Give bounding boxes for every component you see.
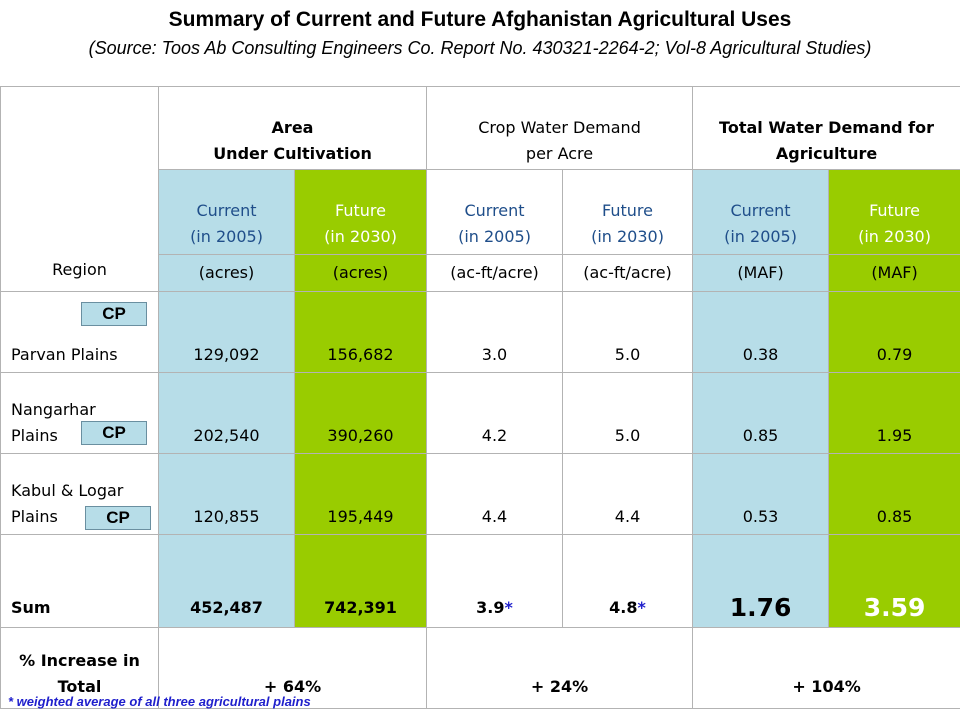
area-current-cell: 202,540 [158, 372, 295, 454]
total-current-header: Current (in 2005) [692, 169, 830, 255]
area-future-cell: 156,682 [293, 291, 428, 373]
cp-badge: CP [81, 302, 147, 326]
crop-current-cell: 3.0 [426, 291, 564, 373]
future-line2: (in 2030) [858, 227, 931, 246]
unit-acres: (acres) [293, 254, 428, 292]
sum-crop-future-cell: 4.8* [562, 534, 694, 628]
table-row: Nangarhar Plains CP 202,540 390,260 4.2 … [0, 372, 960, 454]
increase-crop: + 24% [426, 627, 694, 709]
area-current-header: Current (in 2005) [158, 169, 295, 255]
agriculture-summary-table: Region Area Under Cultivation Crop Water… [0, 86, 960, 709]
crop-future-cell: 4.4 [562, 453, 694, 535]
region-cell: CP Parvan Plains [0, 291, 159, 373]
increase-row: % Increase in Total + 64% + 24% + 104% [0, 627, 960, 709]
crop-current-header: Current (in 2005) [426, 169, 564, 255]
crop-header-line1: Crop Water Demand [478, 118, 641, 137]
crop-future-cell: 5.0 [562, 372, 694, 454]
current-line2: (in 2005) [190, 227, 263, 246]
total-current-cell: 0.38 [692, 291, 830, 373]
sum-row: Sum 452,487 742,391 3.9* 4.8* 1.76 3.59 [0, 534, 960, 628]
table-row: Kabul & Logar Plains CP 120,855 195,449 … [0, 453, 960, 535]
asterisk-mark: * [637, 598, 646, 617]
total-current-cell: 0.53 [692, 453, 830, 535]
area-header-line2: Under Cultivation [213, 144, 372, 163]
current-line2: (in 2005) [458, 227, 531, 246]
cp-badge: CP [81, 421, 147, 445]
sum-label: Sum [0, 534, 159, 628]
page-title: Summary of Current and Future Afghanista… [168, 8, 792, 31]
crop-current-cell: 4.4 [426, 453, 564, 535]
future-line1: Future [335, 201, 386, 220]
increase-label: % Increase in Total [0, 627, 159, 709]
page-subtitle: (Source: Toos Ab Consulting Engineers Co… [88, 38, 872, 58]
unit-acft: (ac-ft/acre) [426, 254, 564, 292]
sum-crop-current: 3.9 [476, 598, 505, 617]
header-row-groups: Region Area Under Cultivation Crop Water… [0, 86, 960, 292]
header-row-units: (acres) (acres) (ac-ft/acre) (ac-ft/acre… [1, 254, 960, 292]
increase-area: + 64% [157, 627, 428, 709]
sum-area-future: 742,391 [293, 534, 428, 628]
future-line1: Future [602, 201, 653, 220]
total-demand-header: Total Water Demand for Agriculture [692, 86, 960, 170]
region-header: Region [0, 86, 159, 292]
region-name: Nangarhar [11, 400, 96, 419]
cp-badge: CP [85, 506, 151, 530]
region-name-line2: Plains [11, 426, 58, 445]
area-header: Area Under Cultivation [157, 86, 428, 170]
header-row-periods: Current (in 2005) Future (in 2030) Curre… [1, 169, 960, 255]
region-cell: Nangarhar Plains CP [0, 372, 159, 454]
sum-crop-future: 4.8 [609, 598, 638, 617]
future-line1: Future [869, 201, 921, 220]
region-cell: Kabul & Logar Plains CP [0, 453, 159, 535]
unit-acft: (ac-ft/acre) [562, 254, 694, 292]
total-current-cell: 0.85 [692, 372, 830, 454]
increase-total: + 104% [692, 627, 960, 709]
asterisk-mark: * [504, 598, 513, 617]
current-line1: Current [464, 201, 525, 220]
current-line1: Current [730, 201, 791, 220]
sum-area-current: 452,487 [158, 534, 295, 628]
area-future-cell: 390,260 [293, 372, 428, 454]
unit-acres: (acres) [158, 254, 295, 292]
crop-current-cell: 4.2 [426, 372, 564, 454]
crop-future-cell: 5.0 [562, 291, 694, 373]
total-future-cell: 0.79 [828, 291, 960, 373]
increase-label-line1: % Increase in [19, 651, 140, 670]
region-name-line2: Plains [11, 507, 58, 526]
area-current-cell: 129,092 [158, 291, 295, 373]
current-line1: Current [196, 201, 257, 220]
crop-demand-header: Crop Water Demand per Acre [426, 86, 694, 170]
total-header-line2: Agriculture [775, 144, 878, 163]
sum-crop-current-cell: 3.9* [426, 534, 564, 628]
total-future-header: Future (in 2030) [828, 169, 960, 255]
area-header-line1: Area [271, 118, 314, 137]
sum-total-current: 1.76 [692, 534, 830, 628]
region-name: Kabul & Logar [11, 481, 124, 500]
future-line2: (in 2030) [591, 227, 664, 246]
total-future-cell: 1.95 [828, 372, 960, 454]
footnote: * weighted average of all three agricult… [8, 694, 311, 709]
area-future-cell: 195,449 [293, 453, 428, 535]
total-future-cell: 0.85 [828, 453, 960, 535]
area-future-header: Future (in 2030) [293, 169, 428, 255]
crop-future-header: Future (in 2030) [562, 169, 694, 255]
sum-total-future: 3.59 [828, 534, 960, 628]
unit-maf: (MAF) [692, 254, 830, 292]
region-name: Parvan Plains [11, 345, 118, 364]
increase-label-line2: Total [57, 677, 102, 696]
total-header-line1: Total Water Demand for [719, 118, 935, 137]
crop-header-line2: per Acre [525, 144, 594, 163]
table-row: CP Parvan Plains 129,092 156,682 3.0 5.0… [0, 291, 960, 373]
future-line2: (in 2030) [324, 227, 397, 246]
current-line2: (in 2005) [724, 227, 797, 246]
unit-maf: (MAF) [828, 254, 960, 292]
region-header-label: Region [52, 260, 107, 279]
area-current-cell: 120,855 [158, 453, 295, 535]
